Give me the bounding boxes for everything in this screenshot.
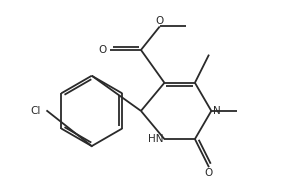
Text: N: N xyxy=(213,106,221,116)
Text: Cl: Cl xyxy=(31,106,41,116)
Text: O: O xyxy=(156,16,164,26)
Text: O: O xyxy=(98,45,106,55)
Text: HN: HN xyxy=(148,134,163,144)
Text: O: O xyxy=(205,168,213,178)
